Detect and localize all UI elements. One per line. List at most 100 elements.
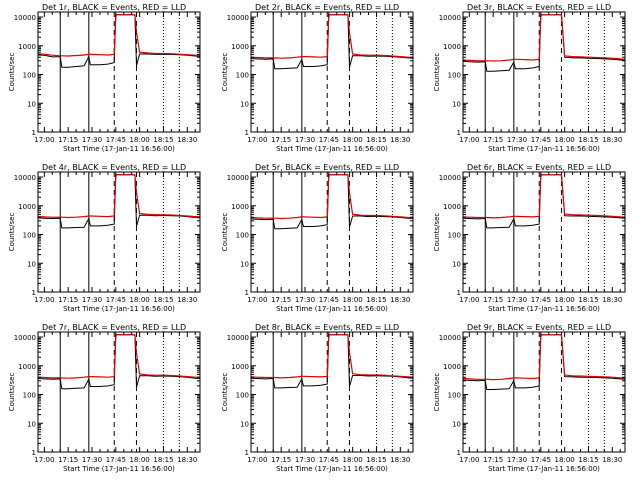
- x-tick-label: 17:30: [295, 296, 315, 304]
- panel-title: Det 4r, BLACK = Events, RED = LLD: [42, 163, 186, 172]
- x-tick-label: 17:15: [58, 296, 78, 304]
- x-tick-label: 18:00: [555, 136, 575, 144]
- x-tick-label: 17:00: [34, 456, 54, 464]
- x-tick-label: 17:30: [295, 136, 315, 144]
- x-tick-label: 17:45: [319, 136, 339, 144]
- x-axis-label: Start Time (17-Jan-11 16:56:00): [276, 305, 388, 313]
- x-tick-label: 18:30: [390, 456, 410, 464]
- x-tick-label: 17:30: [295, 456, 315, 464]
- panel-title: Det 2r, BLACK = Events, RED = LLD: [255, 3, 399, 12]
- y-tick-label: 1: [32, 289, 36, 297]
- x-tick-label: 17:30: [82, 136, 102, 144]
- y-tick-label: 1000: [443, 363, 461, 371]
- x-axis-label: Start Time (17-Jan-11 16:56:00): [488, 305, 600, 313]
- series-line-lld: [463, 174, 625, 219]
- y-tick-label: 10: [27, 100, 36, 108]
- x-tick-label: 18:00: [343, 136, 363, 144]
- x-axis-label: Start Time (17-Jan-11 16:56:00): [63, 465, 175, 473]
- y-tick-label: 1: [457, 129, 461, 137]
- y-tick-label: 1000: [231, 43, 249, 51]
- y-axis-label: Counts/sec: [433, 373, 441, 412]
- y-tick-label: 10000: [227, 174, 249, 182]
- x-tick-label: 18:15: [578, 136, 598, 144]
- y-tick-label: 1000: [18, 43, 36, 51]
- panel-8: Det 8r, BLACK = Events, RED = LLD 1 10 100 1…: [221, 323, 414, 473]
- x-tick-label: 18:30: [602, 136, 622, 144]
- y-tick-label: 10: [240, 420, 249, 428]
- series-line-lld: [251, 334, 413, 379]
- y-tick-label: 1000: [443, 43, 461, 51]
- x-tick-label: 18:15: [578, 296, 598, 304]
- series-line-lld: [463, 14, 625, 62]
- x-tick-label: 18:00: [130, 296, 150, 304]
- x-axis-label: Start Time (17-Jan-11 16:56:00): [488, 465, 600, 473]
- plot-frame: [37, 171, 201, 293]
- plot-frame: [37, 11, 201, 133]
- panel-title: Det 6r, BLACK = Events, RED = LLD: [467, 163, 611, 172]
- x-tick-label: 17:45: [106, 296, 126, 304]
- panel-title: Det 3r, BLACK = Events, RED = LLD: [467, 3, 611, 12]
- y-tick-label: 100: [448, 232, 461, 240]
- y-axis-label: Counts/sec: [8, 213, 16, 252]
- x-tick-label: 17:00: [34, 136, 54, 144]
- x-tick-label: 18:15: [366, 296, 386, 304]
- x-tick-label: 17:15: [271, 296, 291, 304]
- x-axis-label: Start Time (17-Jan-11 16:56:00): [63, 145, 175, 153]
- x-tick-label: 17:15: [58, 456, 78, 464]
- series-line-lld: [38, 14, 200, 57]
- y-axis-label: Counts/sec: [8, 53, 16, 92]
- plot-frame: [462, 331, 626, 453]
- series-line-events: [463, 14, 625, 72]
- x-tick-label: 17:15: [271, 136, 291, 144]
- y-tick-label: 100: [236, 72, 249, 80]
- panel-1: Det 1r, BLACK = Events, RED = LLD 1 10 100 1…: [8, 3, 201, 153]
- x-tick-label: 18:00: [343, 456, 363, 464]
- x-tick-label: 18:15: [153, 296, 173, 304]
- y-tick-label: 1: [245, 289, 249, 297]
- panel-6: Det 6r, BLACK = Events, RED = LLD 1 10 100 1…: [433, 163, 626, 313]
- y-tick-label: 1: [457, 449, 461, 457]
- y-tick-label: 10000: [439, 14, 461, 22]
- series-line-events: [251, 334, 413, 389]
- x-tick-label: 18:15: [366, 136, 386, 144]
- x-tick-label: 17:45: [106, 136, 126, 144]
- panel-5: Det 5r, BLACK = Events, RED = LLD 1 10 100 1…: [221, 163, 414, 313]
- y-tick-label: 1000: [18, 363, 36, 371]
- y-tick-label: 10000: [14, 14, 36, 22]
- y-tick-label: 10: [27, 260, 36, 268]
- x-tick-label: 17:00: [459, 136, 479, 144]
- series-line-events: [38, 14, 200, 68]
- y-tick-label: 100: [23, 392, 36, 400]
- plot-frame: [250, 331, 414, 453]
- x-tick-label: 17:00: [459, 296, 479, 304]
- series-line-events: [463, 174, 625, 229]
- x-tick-label: 17:45: [531, 136, 551, 144]
- x-tick-label: 18:30: [602, 456, 622, 464]
- y-tick-label: 100: [23, 72, 36, 80]
- panel-3: Det 3r, BLACK = Events, RED = LLD 1 10 100 1…: [433, 3, 626, 153]
- y-tick-label: 100: [23, 232, 36, 240]
- y-tick-label: 1000: [18, 203, 36, 211]
- y-tick-label: 1000: [231, 363, 249, 371]
- x-tick-label: 17:15: [483, 136, 503, 144]
- series-line-events: [463, 334, 625, 390]
- y-tick-label: 10: [27, 420, 36, 428]
- x-tick-label: 17:15: [58, 136, 78, 144]
- y-tick-label: 1: [32, 449, 36, 457]
- x-tick-label: 17:30: [82, 456, 102, 464]
- series-line-lld: [38, 174, 200, 219]
- series-line-events: [38, 334, 200, 390]
- y-tick-label: 10: [240, 260, 249, 268]
- series-line-events: [38, 174, 200, 229]
- x-tick-label: 17:00: [247, 136, 267, 144]
- x-tick-label: 18:00: [343, 296, 363, 304]
- x-tick-label: 17:45: [319, 296, 339, 304]
- y-axis-label: Counts/sec: [433, 213, 441, 252]
- panel-title: Det 1r, BLACK = Events, RED = LLD: [42, 3, 186, 12]
- x-tick-label: 18:30: [177, 296, 197, 304]
- panel-7: Det 7r, BLACK = Events, RED = LLD 1 10 100 1…: [8, 323, 201, 473]
- series-line-lld: [38, 334, 200, 379]
- x-tick-label: 18:30: [390, 296, 410, 304]
- y-tick-label: 100: [448, 72, 461, 80]
- y-tick-label: 10: [452, 420, 461, 428]
